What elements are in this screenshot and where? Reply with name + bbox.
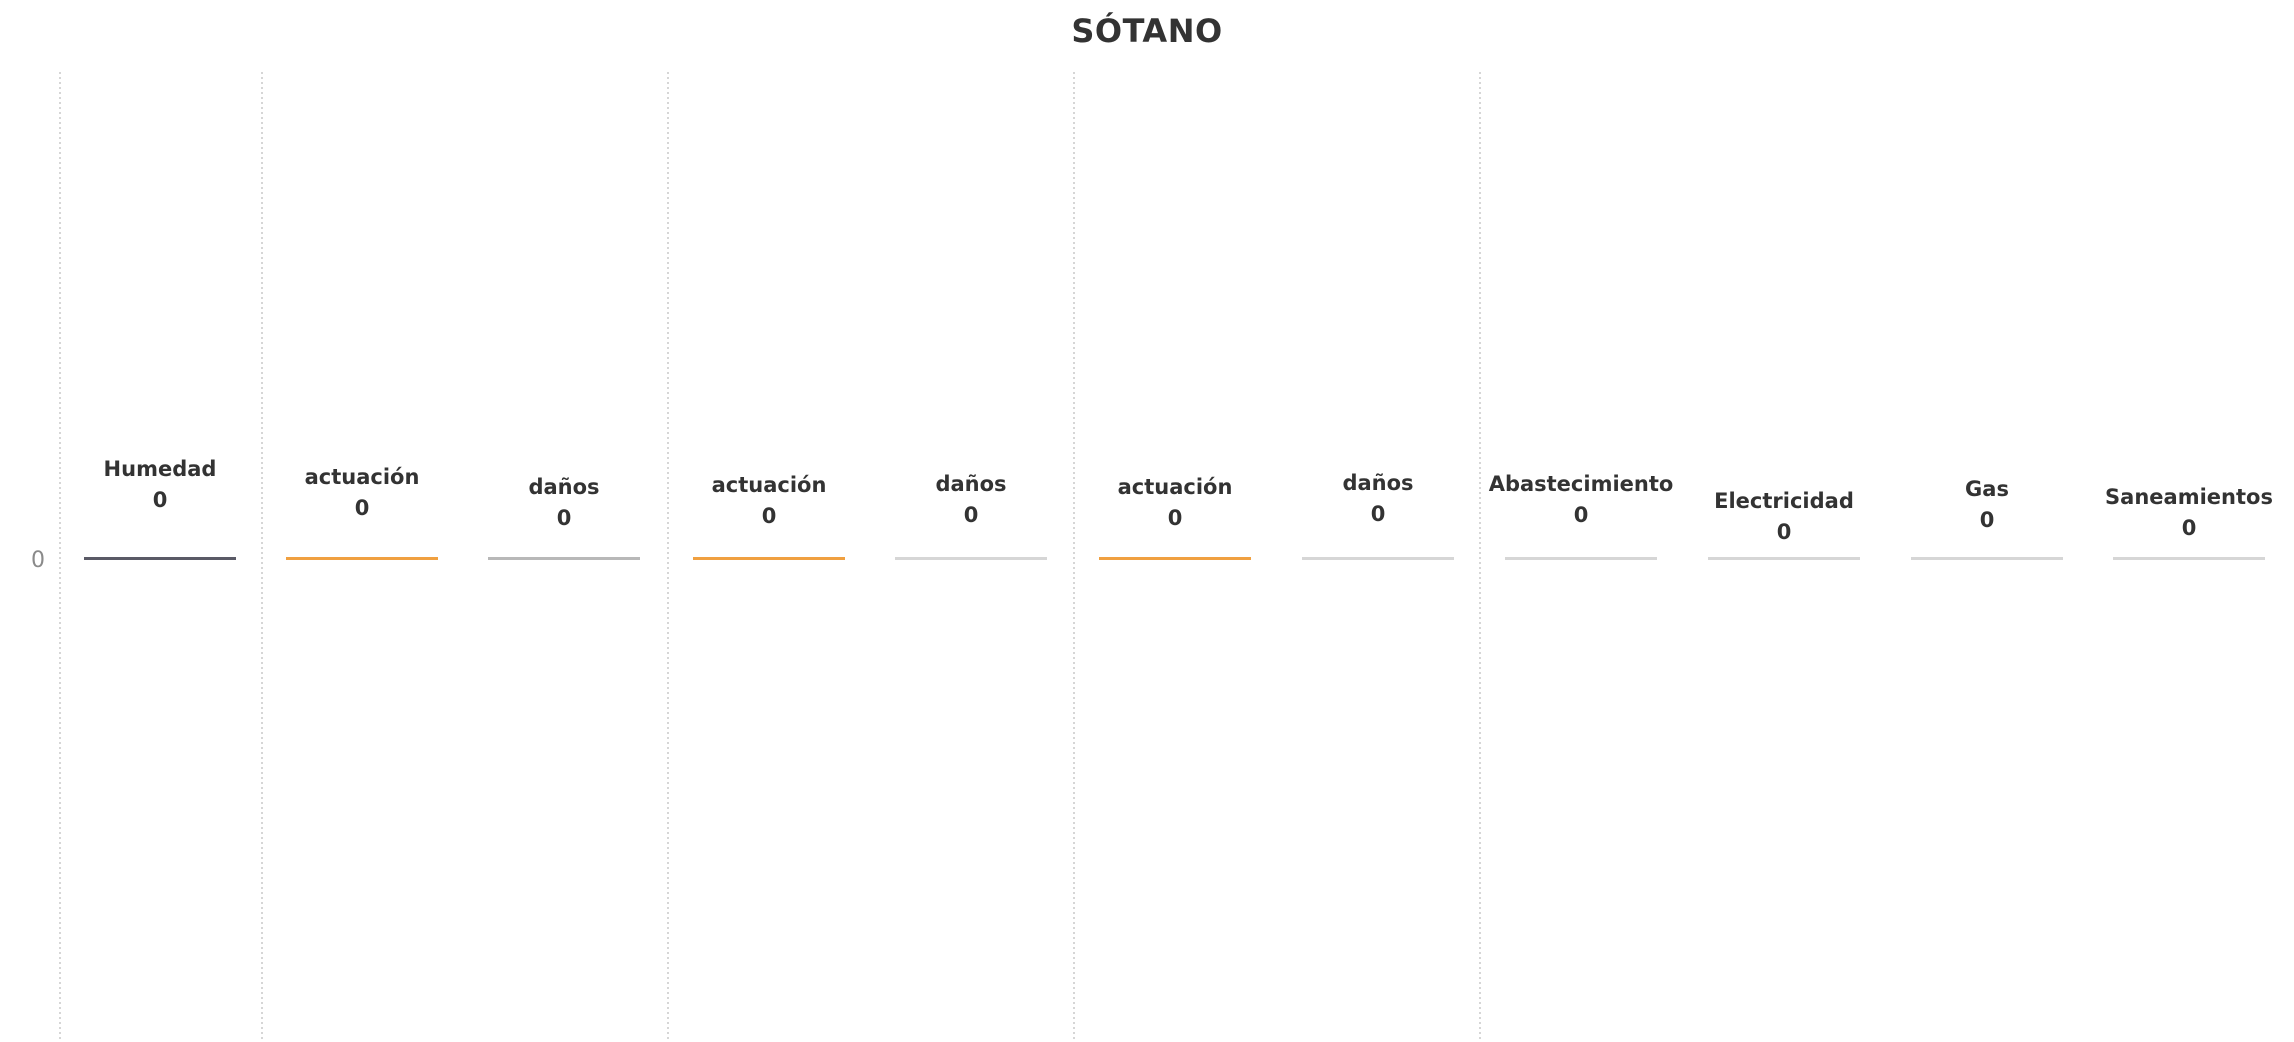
bar-5[interactable]	[895, 557, 1047, 560]
bar-value-label-1: 0	[153, 488, 168, 512]
bar-6[interactable]	[1099, 557, 1251, 560]
bar-category-label-4: actuación	[712, 473, 827, 497]
bar-10[interactable]	[1911, 557, 2063, 560]
bar-category-label-9: Electricidad	[1714, 489, 1854, 513]
bar-3[interactable]	[488, 557, 640, 560]
bar-category-label-7: daños	[1342, 471, 1413, 495]
bar-value-label-10: 0	[1980, 508, 1995, 532]
bar-category-label-2: actuación	[305, 465, 420, 489]
bar-value-label-6: 0	[1168, 506, 1183, 530]
bar-category-label-6: actuación	[1118, 475, 1233, 499]
bar-value-label-4: 0	[762, 504, 777, 528]
chart-title: SÓTANO	[1071, 12, 1223, 50]
bar-value-label-8: 0	[1574, 503, 1589, 527]
bar-category-label-10: Gas	[1965, 477, 2009, 501]
bar-7[interactable]	[1302, 557, 1454, 560]
bar-11[interactable]	[2113, 557, 2265, 560]
bar-value-label-2: 0	[355, 496, 370, 520]
bar-4[interactable]	[693, 557, 845, 560]
bar-value-label-9: 0	[1777, 520, 1792, 544]
bar-value-label-5: 0	[964, 503, 979, 527]
bar-category-label-3: daños	[528, 475, 599, 499]
bar-category-label-8: Abastecimiento	[1489, 472, 1674, 496]
bar-1[interactable]	[84, 557, 236, 560]
bar-9[interactable]	[1708, 557, 1860, 560]
bar-value-label-3: 0	[557, 506, 572, 530]
bar-category-label-1: Humedad	[104, 457, 217, 481]
bar-2[interactable]	[286, 557, 438, 560]
bar-8[interactable]	[1505, 557, 1657, 560]
y-axis-tick-label: 0	[31, 548, 45, 573]
bar-value-label-11: 0	[2182, 516, 2197, 540]
bar-category-label-5: daños	[935, 472, 1006, 496]
bar-value-label-7: 0	[1371, 502, 1386, 526]
bar-category-label-11: Saneamientos	[2105, 485, 2273, 509]
